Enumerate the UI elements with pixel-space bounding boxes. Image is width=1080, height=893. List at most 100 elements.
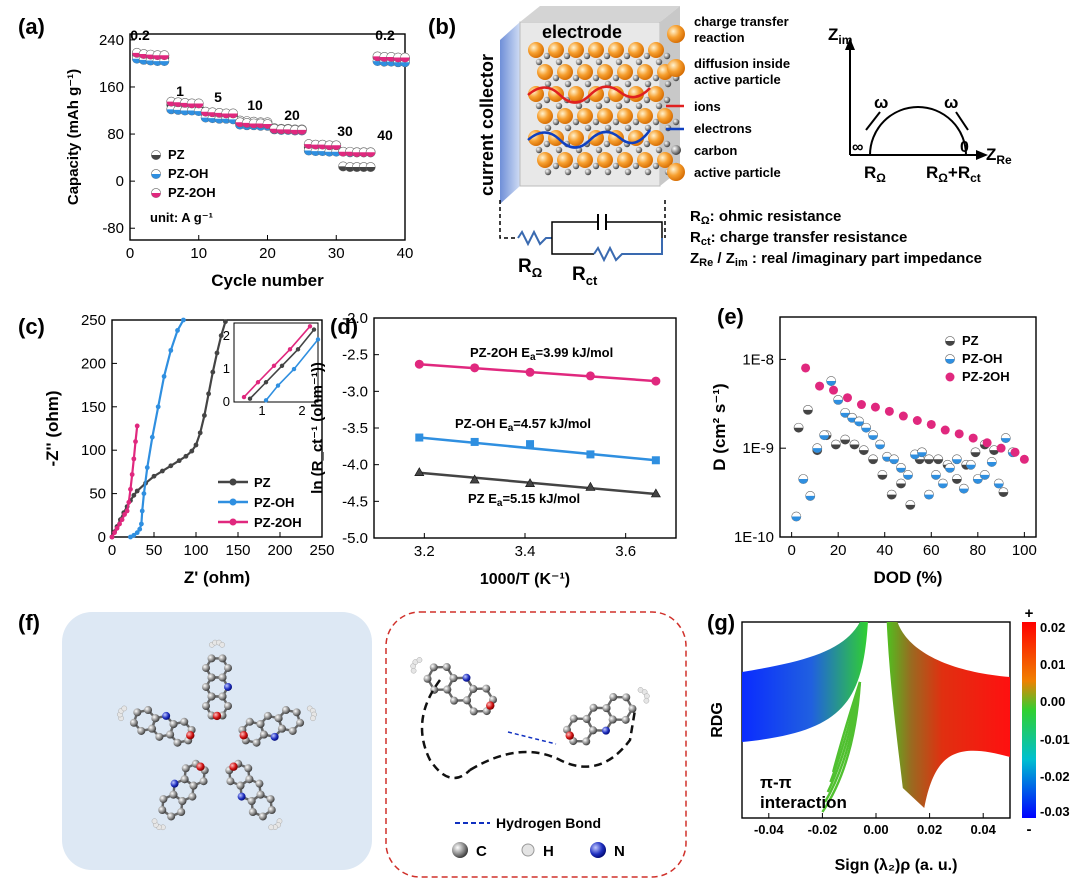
y-axis-label: D (cm² s⁻¹) xyxy=(710,383,729,470)
series-line-pz-oh xyxy=(129,319,185,538)
hydrogen-atom xyxy=(310,715,316,722)
data-point xyxy=(585,371,595,381)
carbon-atom xyxy=(292,708,301,717)
carbon-atom xyxy=(443,685,452,694)
carbon-atom xyxy=(258,812,267,821)
carbon-particle xyxy=(612,118,620,126)
carbon-particle xyxy=(632,162,640,170)
data-point xyxy=(470,363,480,373)
active-particle xyxy=(597,108,613,124)
data-point xyxy=(129,472,135,477)
carbon-particle xyxy=(603,52,611,60)
carbon-atom xyxy=(236,781,245,790)
zre-arrow-icon xyxy=(976,150,988,160)
carbon-particle xyxy=(615,146,623,154)
data-point-fill xyxy=(903,474,913,480)
r-omega-label: RΩ xyxy=(864,163,886,185)
y-axis-label: -Z'' (ohm) xyxy=(43,390,62,466)
carbon-atom xyxy=(180,717,189,726)
electrode-top xyxy=(520,6,680,22)
oxygen-atom xyxy=(212,711,222,721)
data-point xyxy=(1010,447,1020,457)
carbon-particle xyxy=(644,80,652,88)
oxygen-atom xyxy=(186,731,195,740)
carbon-particle xyxy=(604,168,612,176)
data-point xyxy=(525,478,536,488)
data-point-fill xyxy=(945,467,955,473)
carbon-atom xyxy=(244,764,253,773)
nitrogen-atom xyxy=(601,726,610,735)
carbon-particle xyxy=(615,102,623,110)
carbon-particle xyxy=(552,74,560,82)
data-point xyxy=(189,448,195,454)
data-point xyxy=(214,350,220,356)
carbon-particle xyxy=(572,118,580,126)
active-particle xyxy=(588,42,604,58)
carbon-particle xyxy=(612,74,620,82)
data-point xyxy=(954,429,964,439)
carbon-atom xyxy=(449,674,458,683)
x-tick-label: 200 xyxy=(267,542,292,559)
plot-frame xyxy=(779,316,1037,538)
data-point-fill xyxy=(861,427,871,433)
carbon-particle xyxy=(563,52,571,60)
data-point-fill xyxy=(952,478,962,484)
infinity-label: ∞ xyxy=(852,139,863,156)
carbon-particle xyxy=(652,118,660,126)
y-tick-label: -80 xyxy=(102,220,124,237)
data-point xyxy=(109,534,115,540)
carbon-particle xyxy=(592,118,600,126)
carbon-atom xyxy=(218,654,227,663)
colorbar-tick: 0.00 xyxy=(1040,694,1065,709)
carbon-particle xyxy=(632,74,640,82)
data-point xyxy=(414,467,425,477)
data-point-fill xyxy=(877,474,887,480)
carbon-particle xyxy=(603,96,611,104)
data-point xyxy=(144,465,150,470)
data-point-fill xyxy=(831,444,841,450)
active-particle xyxy=(557,64,573,80)
nitrogen-atom xyxy=(170,779,179,788)
panel-c-nyquist-chart: 0 50 100 150 200 250 0 50 100 150 200 250 Z' (ohm) -Z… xyxy=(43,312,335,587)
carbon-atom xyxy=(207,673,216,682)
data-point xyxy=(197,430,203,436)
x-tick-label: 0 xyxy=(126,245,134,262)
data-point xyxy=(586,450,595,459)
data-point-fill xyxy=(159,61,169,66)
data-point-fill xyxy=(987,461,997,467)
def-r-ct: Rct: charge transfer resistance xyxy=(690,229,907,248)
y-tick-label: 1E-9 xyxy=(742,440,774,457)
y-tick-label: -2.0 xyxy=(342,310,368,327)
circuit-r-ct: Rct xyxy=(572,264,598,288)
carbon-particle xyxy=(564,80,572,88)
carbon-atom xyxy=(245,775,254,784)
data-point xyxy=(126,499,132,505)
hydrogen-atom xyxy=(219,641,226,648)
carbon-atom xyxy=(266,795,275,804)
data-point xyxy=(161,374,167,379)
active-particle xyxy=(577,64,593,80)
carbon-particle xyxy=(564,124,572,132)
active-particle xyxy=(537,152,553,168)
data-point-fill xyxy=(791,516,801,522)
dimer-structure xyxy=(410,657,650,746)
electrode-label: electrode xyxy=(542,22,622,42)
carbon-atom xyxy=(442,663,451,672)
data-point xyxy=(175,328,180,333)
data-point-fill xyxy=(805,495,815,501)
carbon-particle xyxy=(615,58,623,66)
carbon-particle xyxy=(624,168,632,176)
data-point-fill xyxy=(1001,438,1011,443)
hydrogen-atom xyxy=(643,697,650,704)
active-particle xyxy=(577,108,593,124)
x-tick-label: 0.04 xyxy=(971,822,997,837)
inset-line xyxy=(243,325,311,398)
rate-annotation: 0.2 xyxy=(130,27,150,43)
data-point-fill xyxy=(849,444,860,450)
data-point xyxy=(119,517,125,523)
data-point-fill xyxy=(840,439,850,445)
data-point xyxy=(912,415,922,425)
carbon-atom xyxy=(155,732,164,741)
data-point xyxy=(651,376,661,386)
data-point-fill xyxy=(819,435,829,440)
